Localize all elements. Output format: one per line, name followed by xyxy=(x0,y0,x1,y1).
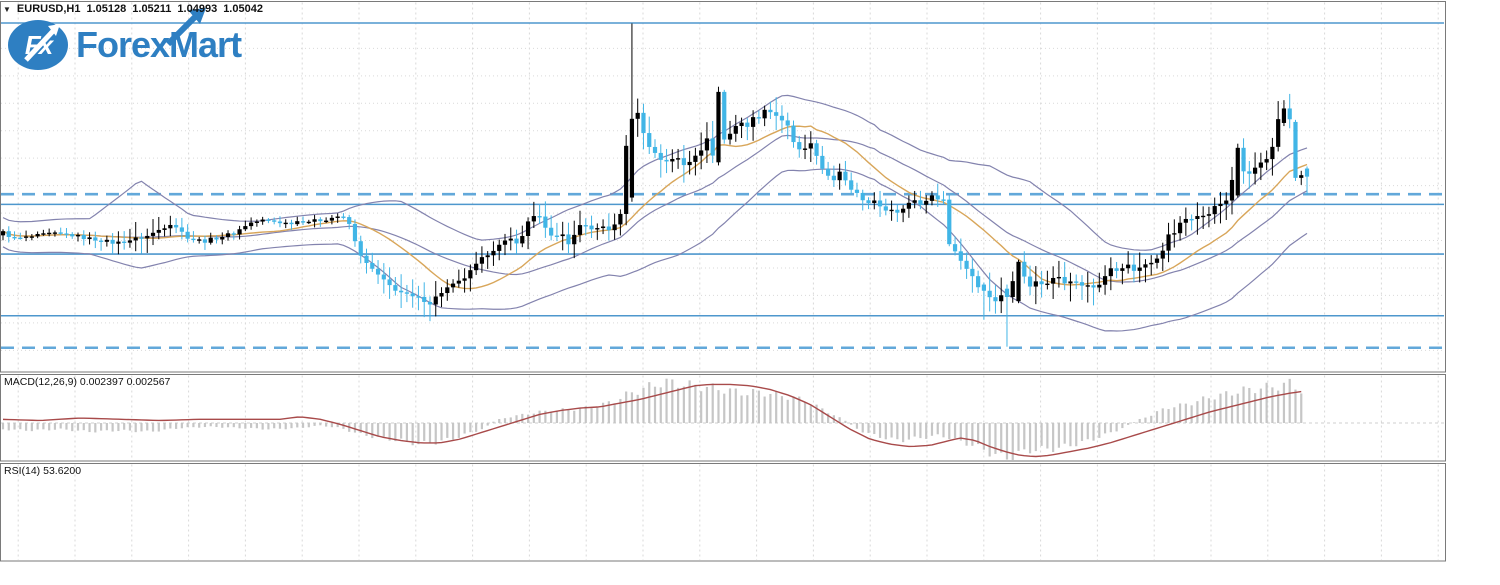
logo-circle: Fx xyxy=(8,20,68,70)
candles xyxy=(1,23,1310,347)
bollinger-bands xyxy=(2,94,1308,332)
brand-arrow-icon xyxy=(165,8,206,47)
macd-label: MACD(12,26,9) 0.002397 0.002567 xyxy=(4,376,170,388)
symbol-label: EURUSD,H1 xyxy=(16,3,81,15)
forexmart-logo: Fx ForexMart xyxy=(8,8,242,70)
rsi-label: RSI(14) 53.6200 xyxy=(4,465,81,477)
ohlc-low: 1.04993 xyxy=(177,3,218,15)
symbol-header: ▼ EURUSD,H1 1.05128 1.05211 1.04993 1.05… xyxy=(3,2,263,16)
horizontal-gridlines xyxy=(1,47,1444,424)
macd-name: MACD(12,26,9) xyxy=(4,376,77,388)
bb-lower xyxy=(2,168,1308,332)
brand-part1: Forex xyxy=(76,24,170,65)
panel-frames xyxy=(0,1,1446,562)
macd-values: 0.002397 0.002567 xyxy=(79,376,171,388)
vertical-gridlines xyxy=(17,2,1439,560)
macd-signal-line xyxy=(2,383,1302,458)
rsi-name: RSI(14) xyxy=(4,465,41,477)
ohlc-open: 1.05128 xyxy=(86,3,127,15)
rsi-value: 53.6200 xyxy=(43,465,82,477)
price-level-lines xyxy=(1,22,1444,350)
ma-line xyxy=(2,125,1308,290)
logo-arrow-icon xyxy=(24,24,60,62)
ohlc-high: 1.05211 xyxy=(132,3,172,15)
macd-panel xyxy=(1,378,1303,460)
brand-text: ForexMart xyxy=(76,8,242,70)
bb-upper xyxy=(2,94,1308,251)
chevron-down-icon[interactable]: ▼ xyxy=(3,4,11,14)
ohlc-close: 1.05042 xyxy=(223,3,263,15)
bb-middle xyxy=(2,134,1308,283)
